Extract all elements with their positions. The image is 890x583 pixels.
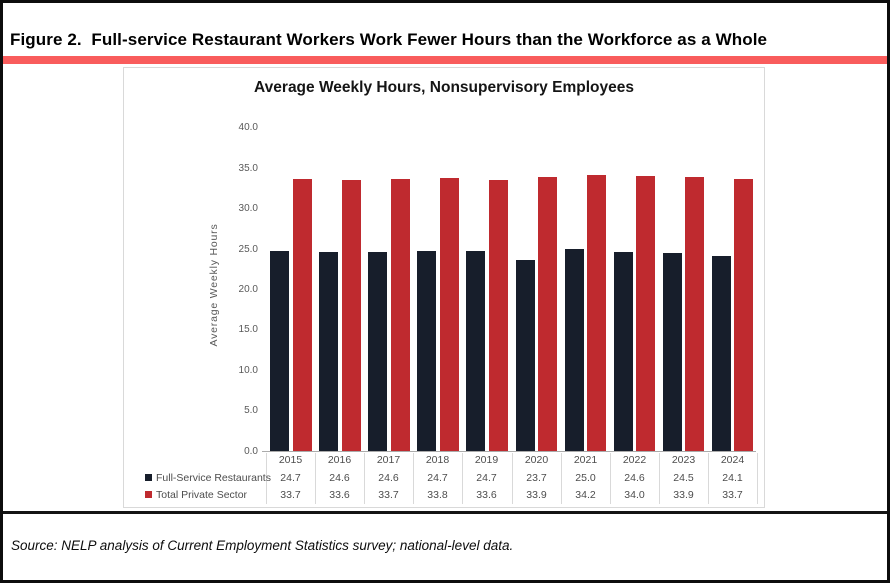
table-column-separator	[315, 453, 316, 504]
bar-total-private-sector-2024	[734, 179, 753, 451]
y-tick-label: 5.0	[244, 405, 258, 416]
table-column-separator	[610, 453, 611, 504]
legend-label: Total Private Sector	[156, 488, 248, 501]
y-tick-label: 10.0	[238, 365, 258, 376]
year-label: 2024	[720, 454, 745, 466]
table-column-separator	[708, 453, 709, 504]
value-cell-total-private-sector: 33.6	[329, 488, 350, 501]
value-cell-total-private-sector: 33.7	[280, 488, 301, 501]
red-divider-bar	[3, 56, 887, 64]
bar-full-service-restaurants-2017	[368, 252, 387, 451]
year-label: 2018	[425, 454, 450, 466]
value-cell-total-private-sector: 33.7	[378, 488, 399, 501]
value-cell-full-service-restaurants: 24.6	[329, 471, 350, 484]
value-cell-total-private-sector: 34.2	[575, 488, 596, 501]
value-cell-full-service-restaurants: 24.6	[378, 471, 399, 484]
source-divider-line	[3, 511, 887, 514]
data-table: 2015 24.7 33.7 2016 24.6 33.6 2017 24.6 33.7 2018…	[124, 68, 764, 507]
plot-area	[124, 68, 764, 507]
y-tick-label: 20.0	[238, 284, 258, 295]
year-label: 2021	[573, 454, 598, 466]
value-cell-full-service-restaurants: 24.6	[624, 471, 645, 484]
value-cell-total-private-sector: 33.9	[673, 488, 694, 501]
year-label: 2020	[524, 454, 549, 466]
bar-full-service-restaurants-2024	[712, 256, 731, 451]
bar-total-private-sector-2023	[685, 177, 704, 451]
year-label: 2016	[327, 454, 352, 466]
figure-title: Figure 2. Full-service Restaurant Worker…	[10, 30, 768, 49]
table-column-separator	[413, 453, 414, 504]
year-label: 2017	[376, 454, 401, 466]
legend-swatch-icon	[145, 474, 152, 481]
table-column-separator	[757, 453, 758, 504]
year-label: 2023	[671, 454, 696, 466]
y-tick-label: 15.0	[238, 324, 258, 335]
table-column-separator	[561, 453, 562, 504]
bar-full-service-restaurants-2023	[663, 253, 682, 451]
bar-total-private-sector-2019	[489, 180, 508, 451]
chart-box: Average Weekly Hours, Nonsupervisory Emp…	[123, 67, 765, 508]
table-column-separator	[462, 453, 463, 504]
bar-full-service-restaurants-2015	[270, 251, 289, 451]
value-cell-total-private-sector: 33.8	[427, 488, 448, 501]
bar-total-private-sector-2022	[636, 176, 655, 451]
chart-title: Average Weekly Hours, Nonsupervisory Emp…	[254, 79, 634, 96]
bar-total-private-sector-2015	[293, 179, 312, 451]
table-column-separator	[266, 453, 267, 504]
legend: Full-Service Restaurants Total Private Se…	[124, 68, 764, 507]
x-axis-line	[262, 451, 756, 452]
bar-full-service-restaurants-2020	[516, 260, 535, 451]
value-cell-total-private-sector: 33.7	[722, 488, 743, 501]
legend-label: Full-Service Restaurants	[156, 471, 271, 484]
year-label: 2022	[622, 454, 647, 466]
y-tick-label: 0.0	[244, 446, 258, 457]
bar-total-private-sector-2021	[587, 175, 606, 451]
y-tick-label: 40.0	[238, 122, 258, 133]
value-cell-full-service-restaurants: 24.7	[427, 471, 448, 484]
table-column-separator	[659, 453, 660, 504]
value-cell-total-private-sector: 33.9	[526, 488, 547, 501]
legend-item: Full-Service Restaurants	[145, 470, 271, 486]
value-cell-total-private-sector: 33.6	[476, 488, 497, 501]
y-tick-label: 25.0	[238, 244, 258, 255]
source-note: Source: NELP analysis of Current Employm…	[11, 538, 514, 553]
bar-total-private-sector-2017	[391, 179, 410, 451]
year-label: 2019	[474, 454, 499, 466]
y-axis-tick-labels: 0.0 5.0 10.0 15.0 20.0 25.0 30.0 35.0 40.0	[124, 68, 764, 507]
value-cell-full-service-restaurants: 24.5	[673, 471, 694, 484]
value-cell-full-service-restaurants: 25.0	[575, 471, 596, 484]
year-label: 2015	[278, 454, 303, 466]
value-cell-full-service-restaurants: 24.7	[280, 471, 301, 484]
bar-full-service-restaurants-2018	[417, 251, 436, 451]
value-cell-total-private-sector: 34.0	[624, 488, 645, 501]
table-column-separator	[364, 453, 365, 504]
value-cell-full-service-restaurants: 24.1	[722, 471, 743, 484]
legend-item: Total Private Sector	[145, 487, 263, 503]
bar-full-service-restaurants-2022	[614, 252, 633, 451]
bar-full-service-restaurants-2019	[466, 251, 485, 451]
bar-full-service-restaurants-2016	[319, 252, 338, 451]
bar-total-private-sector-2020	[538, 177, 557, 451]
value-cell-full-service-restaurants: 24.7	[476, 471, 497, 484]
value-cell-full-service-restaurants: 23.7	[526, 471, 547, 484]
legend-swatch-icon	[145, 491, 152, 498]
y-tick-label: 35.0	[238, 163, 258, 174]
y-tick-label: 30.0	[238, 203, 258, 214]
bar-full-service-restaurants-2021	[565, 249, 584, 451]
bar-total-private-sector-2018	[440, 178, 459, 451]
bar-total-private-sector-2016	[342, 180, 361, 451]
table-column-separator	[512, 453, 513, 504]
